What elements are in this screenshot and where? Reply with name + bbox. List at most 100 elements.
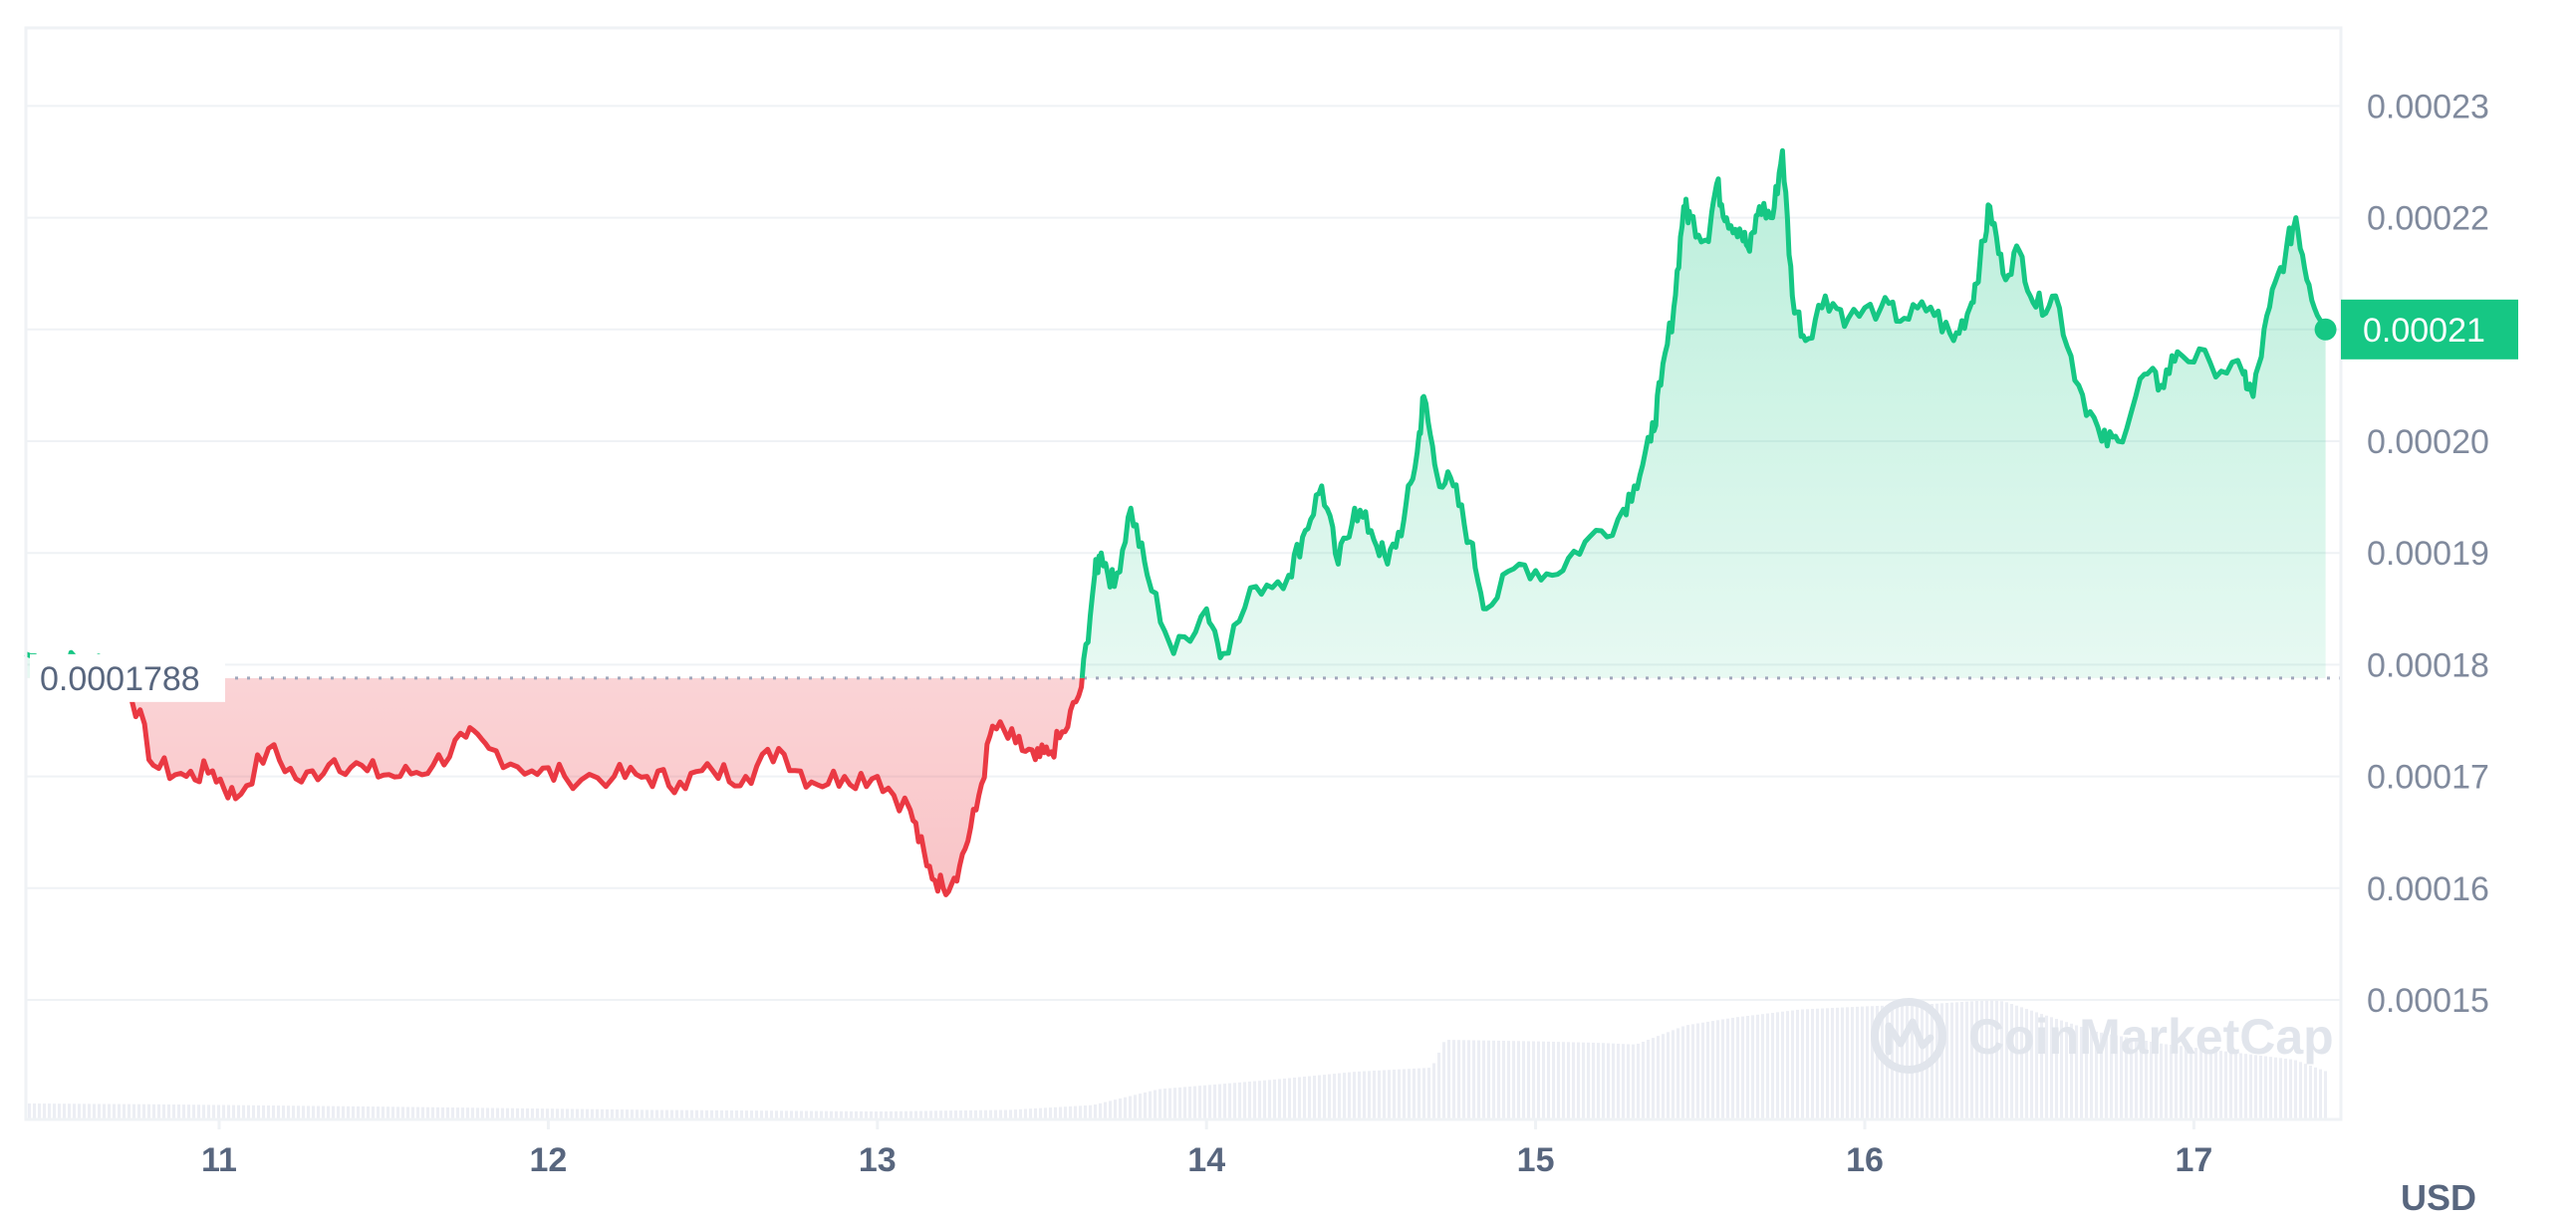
volume-bar (1323, 1075, 1326, 1119)
volume-bar (626, 1109, 629, 1119)
volume-bar (272, 1105, 275, 1119)
volume-bar (267, 1104, 270, 1119)
coinmarketcap-logo-wave (1885, 1018, 1934, 1056)
volume-bar (1527, 1041, 1530, 1119)
volume-bar (1821, 1008, 1824, 1119)
volume-bar (217, 1104, 220, 1119)
volume-bar (1975, 1000, 1978, 1119)
volume-bar (2209, 1049, 2212, 1119)
y-tick-label: 0.00015 (2367, 982, 2489, 1020)
volume-bar (1452, 1040, 1455, 1119)
volume-bar (2015, 1005, 2018, 1119)
volume-bar (1901, 1005, 1904, 1119)
volume-bar (2175, 1045, 2178, 1119)
y-tick-label: 0.00018 (2367, 646, 2489, 684)
volume-bar (1945, 1002, 1948, 1119)
volume-bar (1995, 1000, 1998, 1119)
x-tick-label: 12 (529, 1141, 567, 1179)
volume-bar (924, 1110, 927, 1119)
volume-bar (1403, 1069, 1406, 1119)
volume-bar (890, 1110, 893, 1119)
coinmarketcap-logo-icon (1871, 998, 1946, 1074)
volume-bar (904, 1110, 907, 1119)
volume-bar (1457, 1040, 1460, 1119)
volume-bar (1248, 1082, 1251, 1119)
volume-bar (237, 1104, 240, 1119)
volume-bar (2140, 1040, 2143, 1119)
volume-bar (1781, 1011, 1784, 1119)
x-tick-label: 11 (201, 1141, 237, 1179)
volume-bar (93, 1103, 96, 1119)
volume-bar (665, 1109, 668, 1119)
volume-bar (28, 1103, 31, 1119)
volume-bar (1408, 1069, 1411, 1119)
volume-bar (1741, 1016, 1744, 1119)
volume-bar (705, 1109, 708, 1119)
volume-bar (561, 1108, 564, 1119)
volume-bar (914, 1110, 917, 1119)
volume-bar (252, 1104, 255, 1119)
volume-bar (352, 1105, 355, 1119)
volume-bar (655, 1109, 658, 1119)
volume-bar (167, 1103, 170, 1119)
volume-bar (1736, 1017, 1739, 1119)
volume-bar (1004, 1109, 1007, 1119)
volume-bar (670, 1109, 673, 1119)
volume-bar (680, 1109, 683, 1119)
volume-bar (287, 1105, 290, 1119)
volume-bar (1871, 1006, 1874, 1119)
volume-bar (2224, 1051, 2227, 1119)
volume-bar (650, 1109, 653, 1119)
volume-bar (2294, 1060, 2297, 1119)
price-line-above (24, 147, 2328, 678)
volume-bar (212, 1104, 215, 1119)
volume-bar (431, 1106, 434, 1119)
volume-bar (257, 1104, 260, 1119)
volume-bar (1627, 1044, 1630, 1119)
volume-bar (103, 1103, 106, 1119)
volume-bar (1099, 1102, 1102, 1119)
volume-bar (1203, 1085, 1206, 1119)
volume-bar (1333, 1074, 1336, 1119)
volume-bar (2234, 1052, 2237, 1119)
volume-bar (406, 1106, 409, 1119)
coinmarketcap-watermark: CoinMarketCap (1871, 998, 2334, 1074)
volume-bar (1149, 1091, 1152, 1119)
volume-bar (1378, 1070, 1381, 1119)
y-tick-label: 0.00020 (2367, 423, 2489, 461)
volume-bar (162, 1103, 165, 1119)
volume-bar (2075, 1025, 2078, 1119)
volume-bar (1178, 1087, 1181, 1119)
volume-bar (2155, 1042, 2158, 1119)
volume-bar (1916, 1004, 1919, 1119)
volume-bar (1019, 1108, 1022, 1119)
volume-bar (386, 1106, 389, 1119)
volume-bar (1288, 1078, 1291, 1119)
volume-bar (426, 1106, 429, 1119)
volume-bar (1119, 1098, 1122, 1119)
volume-bar (1024, 1108, 1027, 1119)
volume-bar (2249, 1054, 2252, 1119)
volume-bar (1467, 1040, 1470, 1119)
volume-bar (2309, 1065, 2312, 1119)
volume-bar (1348, 1072, 1351, 1119)
volume-bar (1398, 1069, 1401, 1119)
y-tick-label: 0.00023 (2367, 88, 2489, 125)
volume-bar (735, 1110, 738, 1119)
volume-bar (1293, 1077, 1296, 1119)
volume-bar (511, 1107, 514, 1119)
volume-bar (441, 1106, 444, 1119)
volume-bar (1592, 1042, 1595, 1119)
volume-bar (1562, 1042, 1565, 1119)
volume-bar (396, 1106, 399, 1119)
volume-bar (1577, 1042, 1580, 1119)
volume-bar (123, 1103, 126, 1119)
volume-bar (2214, 1050, 2217, 1119)
volume-bar (456, 1107, 459, 1119)
volume-bar (1637, 1043, 1640, 1119)
volume-bar (885, 1110, 888, 1119)
volume-bar (1955, 1002, 1958, 1119)
volume-bar (2050, 1017, 2053, 1119)
volume-bar (2005, 1002, 2008, 1119)
volume-bar (1373, 1071, 1376, 1119)
